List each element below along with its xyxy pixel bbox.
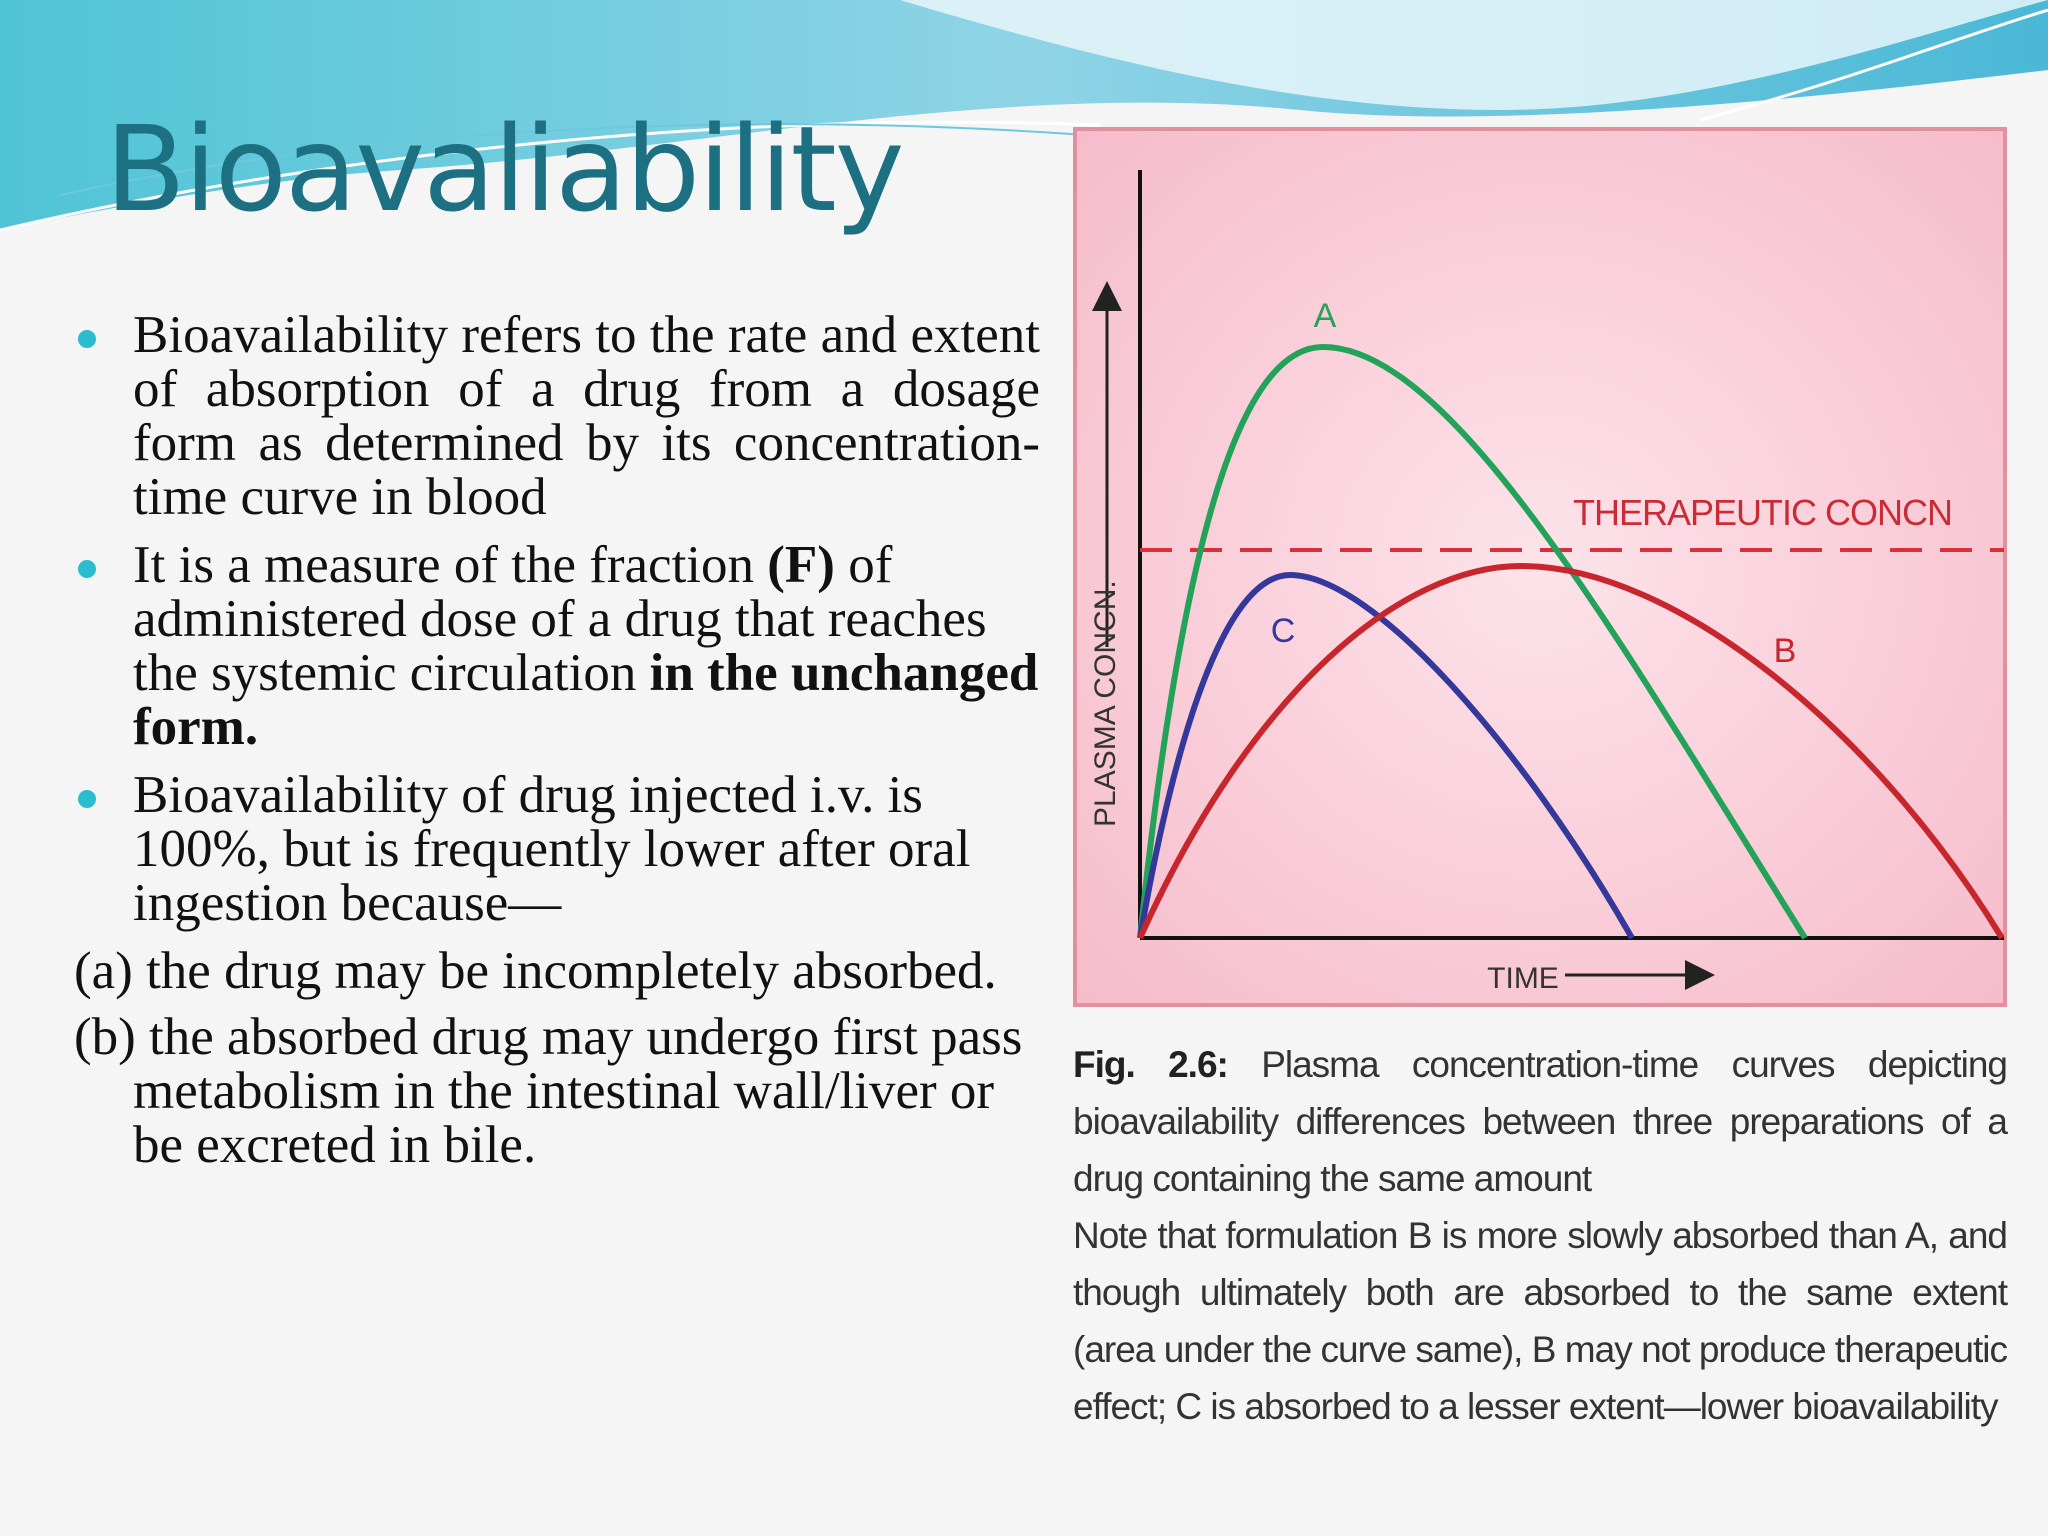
bullet: Bioavailability of drug injected i.v. is… [74,768,1040,930]
bullet: Bioavailability refers to the rate and e… [74,308,1040,524]
curve-b [1137,562,2005,940]
sub-item: (b) the absorbed drug may undergo first … [74,1008,1023,1174]
body-text: Bioavailability refers to the rate and e… [74,308,1040,1184]
x-axis-label: TIME [1487,962,1559,995]
bold-text: (F) [767,536,835,594]
text: Bioavailability of drug injected i.v. is… [133,766,971,932]
curve-label: A [1314,297,1337,335]
bold-text: in the unchanged form. [133,644,1039,756]
text: Bioavailability refers to the rate and e… [133,306,1040,526]
slide-title: Bioavaliability [105,100,905,238]
figure: PLASMA CONCN. THERAPEUTIC CONCN A B C TI… [1073,127,2007,1007]
curve-label: B [1774,632,1797,670]
bullet: It is a measure of the fraction (F) of a… [74,538,1040,754]
caption-text: Plasma concentration-time curves depicti… [1073,1044,2008,1199]
curve-c [1137,571,1635,940]
caption-label: Fig. 2.6: [1073,1044,1229,1085]
threshold-label: THERAPEUTIC CONCN [1573,492,1952,533]
caption: Fig. 2.6: Plasma concentration-time curv… [1073,1036,2008,1207]
caption-note: Note that formulation B is more slowly a… [1073,1215,2008,1427]
text: of administered dose of a drug that reac… [133,536,987,702]
curve-label: C [1271,612,1296,650]
curve-a [1137,343,1808,940]
y-axis-label: PLASMA CONCN. [1089,580,1122,827]
text: It is a measure of the fraction [133,536,768,594]
figure-caption: Fig. 2.6: Plasma concentration-time curv… [1073,1036,2008,1435]
sub-item: (a) the drug may be incompletely absorbe… [74,942,997,1000]
